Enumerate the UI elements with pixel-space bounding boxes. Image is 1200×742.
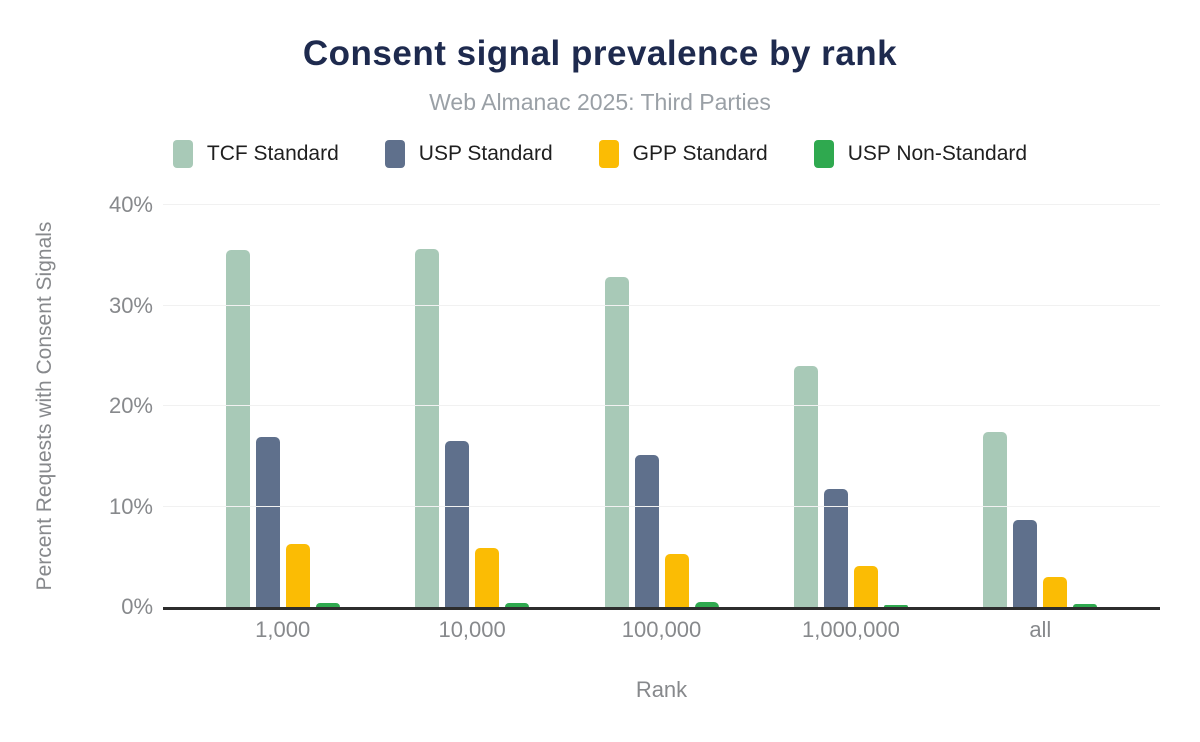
plot-area — [163, 204, 1160, 610]
bar-group — [946, 205, 1135, 607]
legend-item-gpp-standard[interactable]: GPP Standard — [598, 140, 768, 168]
legend-swatch-usp-standard — [384, 140, 405, 168]
bar-tcf-standard[interactable] — [225, 250, 250, 607]
legend-item-usp-non-standard[interactable]: USP Non-Standard — [813, 140, 1028, 168]
bar-usp-non-standard[interactable] — [315, 602, 340, 607]
x-tick-label: 1,000,000 — [801, 617, 900, 642]
legend-label: USP Non-Standard — [847, 142, 1028, 165]
y-tick-label: 20% — [108, 393, 153, 418]
y-tick-label: 10% — [108, 493, 153, 519]
bar-tcf-standard[interactable] — [793, 365, 818, 607]
bar-tcf-standard[interactable] — [983, 432, 1008, 607]
bar-gpp-standard[interactable] — [475, 547, 500, 607]
gridline — [163, 505, 1160, 507]
x-axis-tick-labels: 1,000 10,000 100,000 1,000,000 all — [188, 617, 1135, 643]
gridline — [163, 204, 1160, 205]
legend-label: TCF Standard — [206, 142, 339, 165]
bar-usp-non-standard[interactable] — [694, 601, 719, 607]
legend-label: GPP Standard — [632, 142, 768, 165]
x-tick-label: all — [1029, 617, 1052, 642]
bar-usp-standard[interactable] — [823, 489, 848, 607]
bar-gpp-standard[interactable] — [853, 565, 878, 607]
legend-swatch-tcf-standard — [172, 140, 193, 168]
y-tick-label: 0% — [121, 594, 153, 619]
bar-tcf-standard[interactable] — [604, 277, 629, 607]
chart-title: Consent signal prevalence by rank — [302, 34, 898, 73]
x-tick-label: 1,000 — [255, 617, 311, 642]
bar-usp-standard[interactable] — [634, 455, 659, 607]
bar-usp-non-standard[interactable] — [1073, 604, 1098, 607]
gridline — [163, 405, 1160, 406]
gridline — [163, 304, 1160, 306]
bar-group — [756, 205, 945, 607]
bar-tcf-standard[interactable] — [415, 249, 440, 607]
bar-usp-standard[interactable] — [255, 437, 280, 607]
legend-item-tcf-standard[interactable]: TCF Standard — [172, 140, 339, 168]
bars-region — [188, 205, 1135, 607]
legend-item-usp-standard[interactable]: USP Standard — [384, 140, 553, 168]
bar-usp-non-standard[interactable] — [505, 602, 530, 607]
bar-gpp-standard[interactable] — [285, 543, 310, 607]
bar-gpp-standard[interactable] — [664, 553, 689, 607]
bar-usp-standard[interactable] — [1013, 519, 1038, 607]
y-tick-label: 30% — [108, 292, 153, 318]
legend: TCF Standard USP Standard GPP Standard USP … — [0, 140, 1200, 168]
x-axis-title: Rank — [635, 677, 688, 702]
legend-swatch-usp-non-standard — [813, 140, 834, 168]
x-tick-label: 10,000 — [438, 617, 506, 642]
legend-label: USP Standard — [418, 142, 553, 165]
chart-subtitle: Web Almanac 2025: Third Parties — [429, 89, 771, 115]
bar-usp-non-standard[interactable] — [883, 605, 908, 607]
bar-group — [567, 205, 756, 607]
bar-group — [377, 205, 566, 607]
bar-group — [188, 205, 377, 607]
bar-usp-standard[interactable] — [445, 441, 470, 607]
x-tick-label: 100,000 — [621, 617, 702, 642]
y-tick-label: 40% — [108, 192, 153, 217]
bar-gpp-standard[interactable] — [1043, 576, 1068, 607]
legend-swatch-gpp-standard — [598, 140, 619, 168]
